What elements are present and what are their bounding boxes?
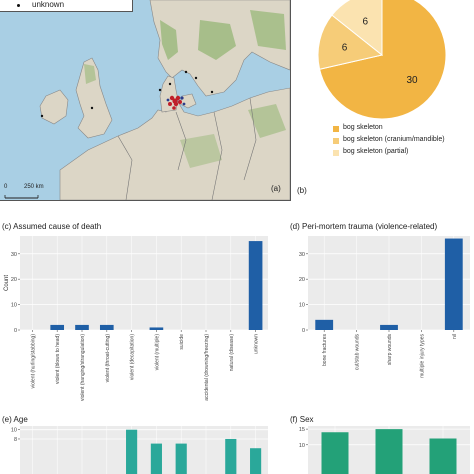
forest-scotland xyxy=(84,64,96,84)
y-axis-label: Count xyxy=(4,275,10,291)
bar-6 xyxy=(175,443,187,474)
y-tick-label: 20 xyxy=(299,277,305,283)
y-tick-label: 10 xyxy=(299,303,305,309)
map-panel: unknown 0 250 km (a) xyxy=(0,0,291,201)
forest-baltic xyxy=(248,104,286,138)
forest-sweden xyxy=(198,20,236,60)
pie-slice-1 xyxy=(317,14,384,70)
bar-8 xyxy=(225,438,237,474)
x-tick-label-2: sharp wounds xyxy=(387,334,393,366)
chart-f-title: (f) Sex xyxy=(290,415,314,424)
x-tick-label-3: violent (throat-cutting) xyxy=(105,334,111,383)
bar-1 xyxy=(50,324,65,330)
pie-chart: 30 6 6 xyxy=(317,0,447,120)
bar-5 xyxy=(150,443,162,474)
bar-2 xyxy=(429,438,457,474)
y-tick-label: 20 xyxy=(11,277,17,283)
pie-legend-label: bog skeleton (cranium/mandible) xyxy=(343,136,445,143)
land-great-britain xyxy=(75,57,113,139)
bar-4 xyxy=(444,238,463,330)
chart-c: 0 10 20 30 violent (hurling/stabbing) violent… xyxy=(4,236,268,401)
pie-legend-swatch xyxy=(333,138,339,144)
pie-legend-label: bog skeleton (partial) xyxy=(343,148,409,155)
bar-9 xyxy=(250,448,262,474)
x-tick-label-0: violent (hurling/stabbing) xyxy=(30,334,36,389)
panel-b-label: (b) xyxy=(297,186,307,195)
bar-1 xyxy=(375,429,403,474)
x-tick-label-9: unknown xyxy=(254,334,260,354)
scale-bar xyxy=(4,195,39,199)
forest-norway xyxy=(160,20,178,60)
y-tick-label: 0 xyxy=(302,328,305,334)
chart-d-title: (d) Peri-mortem trauma (violence-related… xyxy=(290,222,438,231)
chart-e: 8 10 xyxy=(11,426,268,474)
y-tick-label: 10 xyxy=(299,443,305,449)
x-tick-label-1: violent (blows to head) xyxy=(55,334,61,384)
map-drawing xyxy=(0,0,290,200)
country-borders xyxy=(117,97,257,200)
bar-9 xyxy=(248,241,263,330)
pie-legend-label: bog skeleton xyxy=(343,124,383,131)
bar-5 xyxy=(149,327,164,330)
scale-distance-label: 250 km xyxy=(24,184,44,190)
y-tick-label: 0 xyxy=(14,328,17,334)
x-tick-label-5: violent (multiple) xyxy=(154,334,160,371)
bar-2 xyxy=(380,324,398,330)
y-tick-label: 8 xyxy=(14,437,17,443)
x-tick-label-6: suicide xyxy=(179,334,185,350)
bar-2 xyxy=(75,324,89,330)
land-ireland xyxy=(39,89,69,125)
y-tick-label: 10 xyxy=(11,428,17,434)
pie-slice-label-1: 6 xyxy=(342,42,348,53)
chart-e-title: (e) Age xyxy=(2,415,28,424)
pie-slice-label-2: 6 xyxy=(363,16,369,27)
pie-legend-swatch xyxy=(333,126,339,132)
x-tick-label-3: multiple injury types xyxy=(419,334,425,378)
y-tick-label: 15 xyxy=(299,427,305,433)
x-tick-label-8: natural (disease) xyxy=(229,334,235,372)
scale-zero-label: 0 xyxy=(4,184,8,190)
chart-c-title: (c) Assumed cause of death xyxy=(2,222,102,231)
x-tick-label-4: nil xyxy=(452,334,458,339)
x-tick-label-7: accidental (drowning/freezing) xyxy=(204,334,210,401)
panel-a-label: (a) xyxy=(271,184,281,193)
bar-4 xyxy=(126,429,138,474)
x-tick-label-1: cut/stab wounds xyxy=(355,334,361,371)
bar-0 xyxy=(321,432,349,474)
forest-central xyxy=(180,134,222,168)
plot-background xyxy=(20,236,268,330)
pie-slice-0 xyxy=(319,0,447,120)
x-tick-label-0: bone fractures xyxy=(322,334,328,366)
y-tick-label: 30 xyxy=(11,252,17,258)
y-tick-label: 10 xyxy=(11,303,17,309)
x-tick-label-4: violent (decapitation) xyxy=(130,334,136,380)
chart-f: 10 15 xyxy=(299,426,470,474)
bar-3 xyxy=(99,324,114,330)
pie-legend-swatch xyxy=(333,150,339,156)
pie-slice-2 xyxy=(331,0,383,57)
bar-0 xyxy=(315,319,334,330)
forest-finland xyxy=(250,10,286,50)
map-legend: unknown xyxy=(0,0,133,12)
chart-d: 0 10 20 30 bone fractures cut/stab wounds shar… xyxy=(299,236,470,378)
legend-dot-icon xyxy=(17,4,20,7)
pie-slice-label-0: 30 xyxy=(406,75,418,86)
legend-label: unknown xyxy=(32,0,65,9)
y-tick-label: 30 xyxy=(299,252,305,258)
find-sites xyxy=(40,70,214,118)
x-tick-label-2: violent (hanging/strangulation) xyxy=(80,334,86,401)
